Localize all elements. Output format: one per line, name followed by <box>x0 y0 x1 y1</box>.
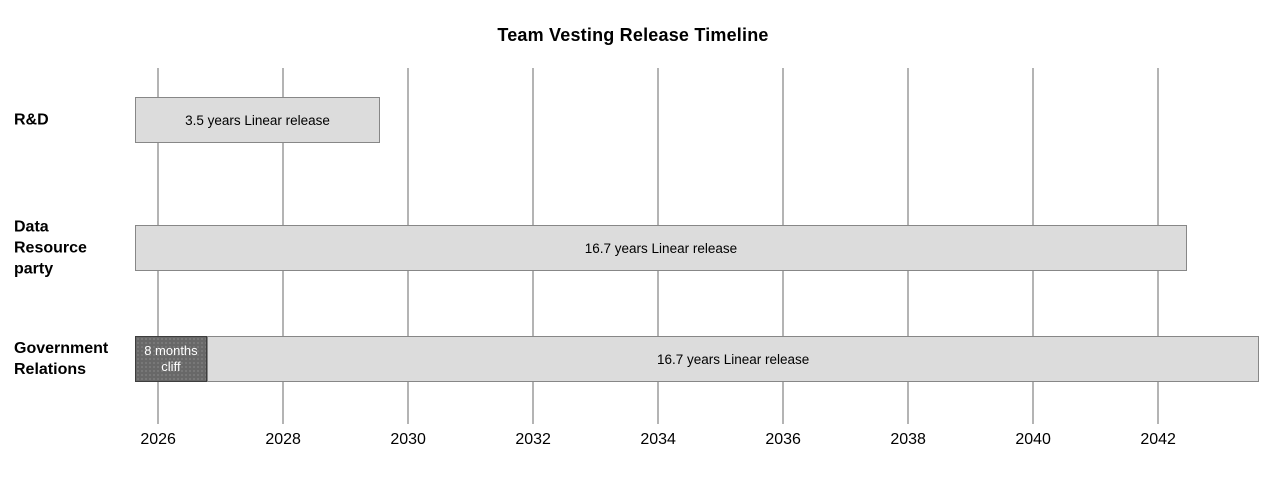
axis-tick-label-2038: 2038 <box>890 431 926 448</box>
axis-tick-label-2040: 2040 <box>1015 431 1051 448</box>
row-label-data-resource-party: Data Resource party <box>14 217 134 280</box>
bar-segment-linear-release: 16.7 years Linear release <box>206 336 1260 382</box>
row-label-line: Data <box>14 218 49 236</box>
axis-tick-label-2042: 2042 <box>1140 431 1176 448</box>
row-label-line: Resource <box>14 239 87 257</box>
bar-segment-linear-release: 16.7 years Linear release <box>135 225 1187 271</box>
row-label-line: party <box>14 260 54 278</box>
bar-segment-linear-release: 3.5 years Linear release <box>135 97 380 143</box>
axis-tick-label-2028: 2028 <box>265 431 301 448</box>
row-label-line: Government <box>14 340 109 357</box>
row-label-line: Relations <box>14 361 87 378</box>
bar-segment-label: 8 months cliff <box>144 343 198 374</box>
axis-tick-label-2026: 2026 <box>140 431 176 448</box>
bar-segment-label: 3.5 years Linear release <box>185 112 330 128</box>
bar-segment-cliff: 8 months cliff <box>135 336 207 382</box>
axis-tick-label-2034: 2034 <box>640 431 676 448</box>
bar-segment-label: 16.7 years Linear release <box>656 351 810 367</box>
row-label-line: R&D <box>14 111 49 129</box>
row-label-government-relations: Government Relations <box>14 338 134 380</box>
row-label-r-d: R&D <box>14 110 134 131</box>
chart-title: Team Vesting Release Timeline <box>497 25 769 45</box>
axis-tick-label-2030: 2030 <box>390 431 426 448</box>
axis-tick-label-2032: 2032 <box>515 431 551 448</box>
axis-tick-label-2036: 2036 <box>765 431 801 448</box>
bar-segment-label: 16.7 years Linear release <box>584 240 738 256</box>
